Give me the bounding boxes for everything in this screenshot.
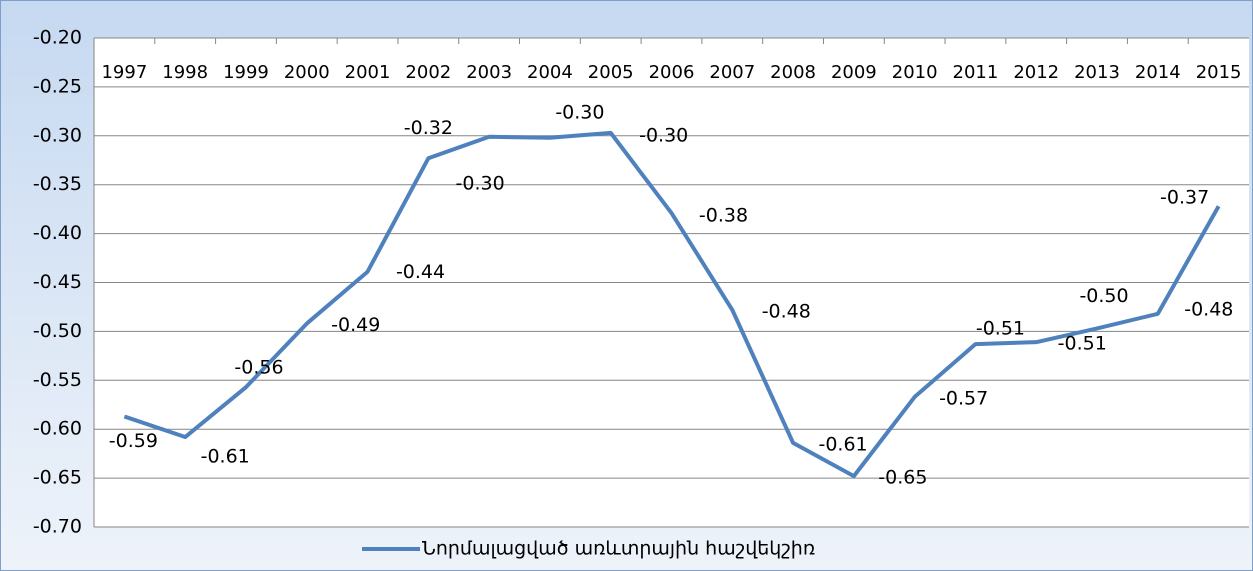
data-label: -0.38 [699, 205, 748, 227]
x-tick-label: 2003 [466, 62, 512, 83]
legend-label: Նորմալացված առևտրային հաշվեկշիռ [422, 538, 815, 560]
x-tick-label: 2005 [588, 62, 634, 83]
y-tick-label: -0.50 [33, 320, 82, 342]
data-label: -0.65 [878, 467, 927, 489]
data-label: -0.32 [404, 117, 453, 139]
x-tick-label: 2007 [709, 62, 755, 83]
y-tick-label: -0.45 [33, 271, 82, 293]
data-label: -0.61 [818, 433, 867, 455]
data-label: -0.48 [1184, 298, 1233, 320]
data-label: -0.30 [456, 172, 505, 194]
data-label: -0.61 [201, 446, 250, 468]
data-label: -0.59 [109, 430, 158, 452]
y-tick-label: -0.70 [33, 516, 82, 538]
y-tick-label: -0.30 [33, 124, 82, 146]
x-tick-label: 2011 [953, 62, 999, 83]
y-tick-label: -0.35 [33, 173, 82, 195]
data-label: -0.49 [331, 314, 380, 336]
data-label: -0.37 [1160, 187, 1209, 209]
x-tick-label: 2008 [770, 62, 816, 83]
data-label: -0.30 [555, 101, 604, 123]
data-label: -0.50 [1079, 285, 1128, 307]
x-tick-label: 2015 [1196, 62, 1242, 83]
y-tick-label: -0.40 [33, 222, 82, 244]
x-tick-label: 2000 [284, 62, 330, 83]
x-tick-label: 2009 [831, 62, 877, 83]
x-tick-label: 1997 [101, 62, 147, 83]
x-tick-label: 2010 [892, 62, 938, 83]
data-label: -0.51 [1058, 333, 1107, 355]
x-tick-label: 2002 [405, 62, 451, 83]
y-tick-label: -0.65 [33, 467, 82, 489]
data-label: -0.57 [939, 387, 988, 409]
x-tick-label: 2014 [1135, 62, 1181, 83]
y-tick-label: -0.60 [33, 418, 82, 440]
x-tick-label: 2001 [345, 62, 391, 83]
x-tick-label: 2006 [649, 62, 695, 83]
x-tick-label: 2004 [527, 62, 573, 83]
y-tick-label: -0.20 [33, 27, 82, 49]
data-label: -0.56 [234, 357, 283, 379]
data-label: -0.44 [396, 261, 445, 283]
y-tick-label: -0.55 [33, 369, 82, 391]
x-tick-label: 2013 [1074, 62, 1120, 83]
data-line [123, 130, 1221, 479]
x-tick-label: 1999 [223, 62, 269, 83]
x-tick-label: 2012 [1013, 62, 1059, 83]
data-label: -0.30 [639, 124, 688, 146]
y-tick-label: -0.25 [33, 75, 82, 97]
x-tick-label: 1998 [162, 62, 208, 83]
data-label: -0.48 [762, 300, 811, 322]
data-label: -0.51 [976, 318, 1025, 340]
